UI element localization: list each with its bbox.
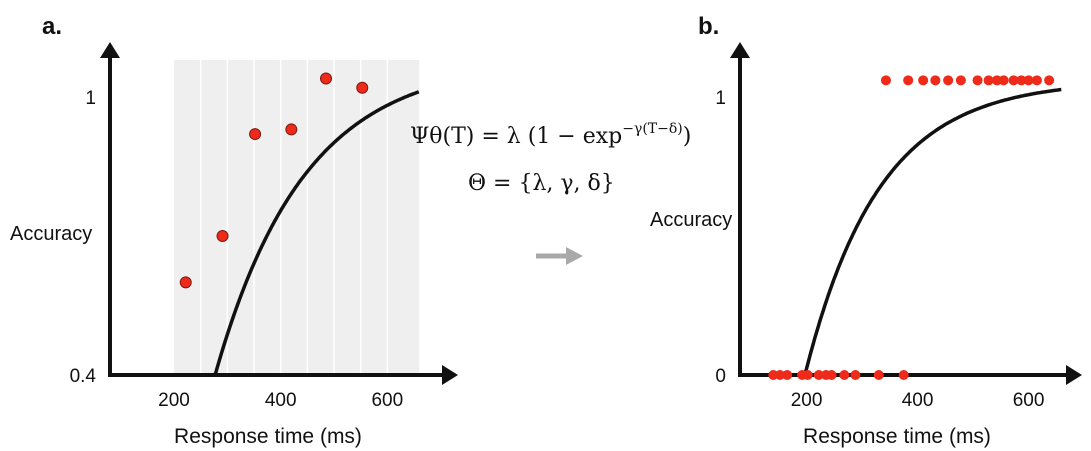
- panel-b-x-axis-title: Response time (ms): [803, 425, 991, 448]
- panel-a-point-3: [285, 123, 298, 136]
- panel-b-chart: b. 200 400 600 0 1 Response time (ms) Accura…: [650, 13, 1082, 448]
- panel-a-shade-rect: [174, 60, 420, 375]
- panel-b-point-13: [903, 75, 914, 86]
- panel-b-y-axis-arrowhead: [730, 42, 750, 58]
- panel-b-point-14: [918, 75, 929, 86]
- panel-a-axes: [100, 42, 458, 385]
- panel-b-point-25: [1031, 75, 1042, 86]
- panel-b-point-10: [873, 370, 884, 380]
- panel-b-point-24: [1023, 75, 1034, 86]
- panel-b-point-5: [813, 370, 824, 380]
- equation-parameters: Θ = {λ, γ, δ}: [468, 171, 615, 196]
- panel-b-fit-curve: [803, 87, 1062, 376]
- panel-a-x-tick-2: 600: [371, 390, 403, 411]
- panel-b-x-tick-0: 200: [791, 390, 823, 411]
- panel-a-x-axis-arrowhead: [442, 365, 458, 385]
- arrow-right-icon: [536, 247, 583, 265]
- panel-a-point-4: [320, 72, 332, 85]
- panel-b-x-tick-1: 400: [902, 390, 934, 411]
- panel-b-point-18: [972, 75, 983, 86]
- panel-a-x-tick-1: 400: [265, 390, 297, 411]
- panel-b-point-11: [898, 370, 909, 380]
- panel-b-tick-labels: 200 400 600 0 1: [715, 88, 1044, 411]
- panel-a-shaded-region: [174, 60, 420, 375]
- panel-b-label: b.: [698, 13, 719, 40]
- panel-a-x-axis-title: Response time (ms): [174, 425, 362, 448]
- panel-a-points: [179, 72, 369, 289]
- panel-b-y-axis-title: Accuracy: [650, 209, 732, 231]
- panel-b-point-21: [998, 75, 1009, 86]
- panel-b-point-22: [1008, 75, 1019, 86]
- panel-a-chart: a. 200 400 600 0.4 1 Response time (ms) Accu…: [10, 13, 458, 448]
- panel-a-point-0: [179, 276, 192, 289]
- panel-b-point-19: [983, 75, 994, 86]
- panel-b-points: [768, 75, 1055, 380]
- panel-a-y-axis-title: Accuracy: [10, 223, 92, 245]
- panel-b-point-8: [839, 370, 850, 380]
- panel-a-y-axis-arrowhead: [100, 42, 120, 58]
- panel-b-point-7: [826, 370, 837, 380]
- panel-b-point-4: [802, 370, 813, 380]
- panel-b-y-tick-0: 0: [715, 366, 726, 387]
- panel-a-label: a.: [42, 13, 62, 40]
- panel-a-tick-labels: 200 400 600 0.4 1: [70, 88, 404, 411]
- panel-b-point-17: [955, 75, 966, 86]
- panel-a-gridlines: [199, 60, 389, 375]
- panel-b-point-2: [782, 370, 793, 380]
- panel-b-point-9: [850, 370, 861, 380]
- panel-b-x-axis-arrowhead: [1066, 365, 1082, 385]
- equation-lhs: Ψθ(T) = λ (1 − exp: [410, 124, 622, 149]
- panel-b-point-12: [880, 75, 891, 86]
- panel-a-y-tick-0: 0.4: [70, 366, 97, 387]
- panel-a-point-2: [249, 128, 262, 141]
- panel-a-fit-curve-group: [174, 90, 420, 377]
- panel-a-point-5: [356, 81, 369, 94]
- panel-b-point-1: [774, 370, 785, 380]
- equation-close: ): [683, 124, 692, 149]
- panel-b-point-23: [1016, 75, 1027, 86]
- panel-b-fit-curve-group: [803, 87, 1062, 376]
- equation-exponent: −γ(T−δ): [622, 121, 683, 137]
- panel-b-y-tick-1: 1: [715, 88, 726, 109]
- panel-b-x-tick-2: 600: [1013, 390, 1045, 411]
- panel-b-point-16: [943, 75, 954, 86]
- equation-block: Ψθ(T) = λ (1 − exp−γ(T−δ)) Θ = {λ, γ, δ}: [410, 121, 691, 196]
- panel-a-y-tick-1: 1: [85, 88, 96, 109]
- equation-model: Ψθ(T) = λ (1 − exp−γ(T−δ)): [410, 121, 691, 149]
- panel-b-point-15: [930, 75, 941, 86]
- panel-a-fit-curve: [174, 90, 420, 377]
- panel-a-x-tick-0: 200: [158, 390, 190, 411]
- panel-b-point-26: [1044, 75, 1055, 86]
- panel-a-point-1: [216, 230, 229, 242]
